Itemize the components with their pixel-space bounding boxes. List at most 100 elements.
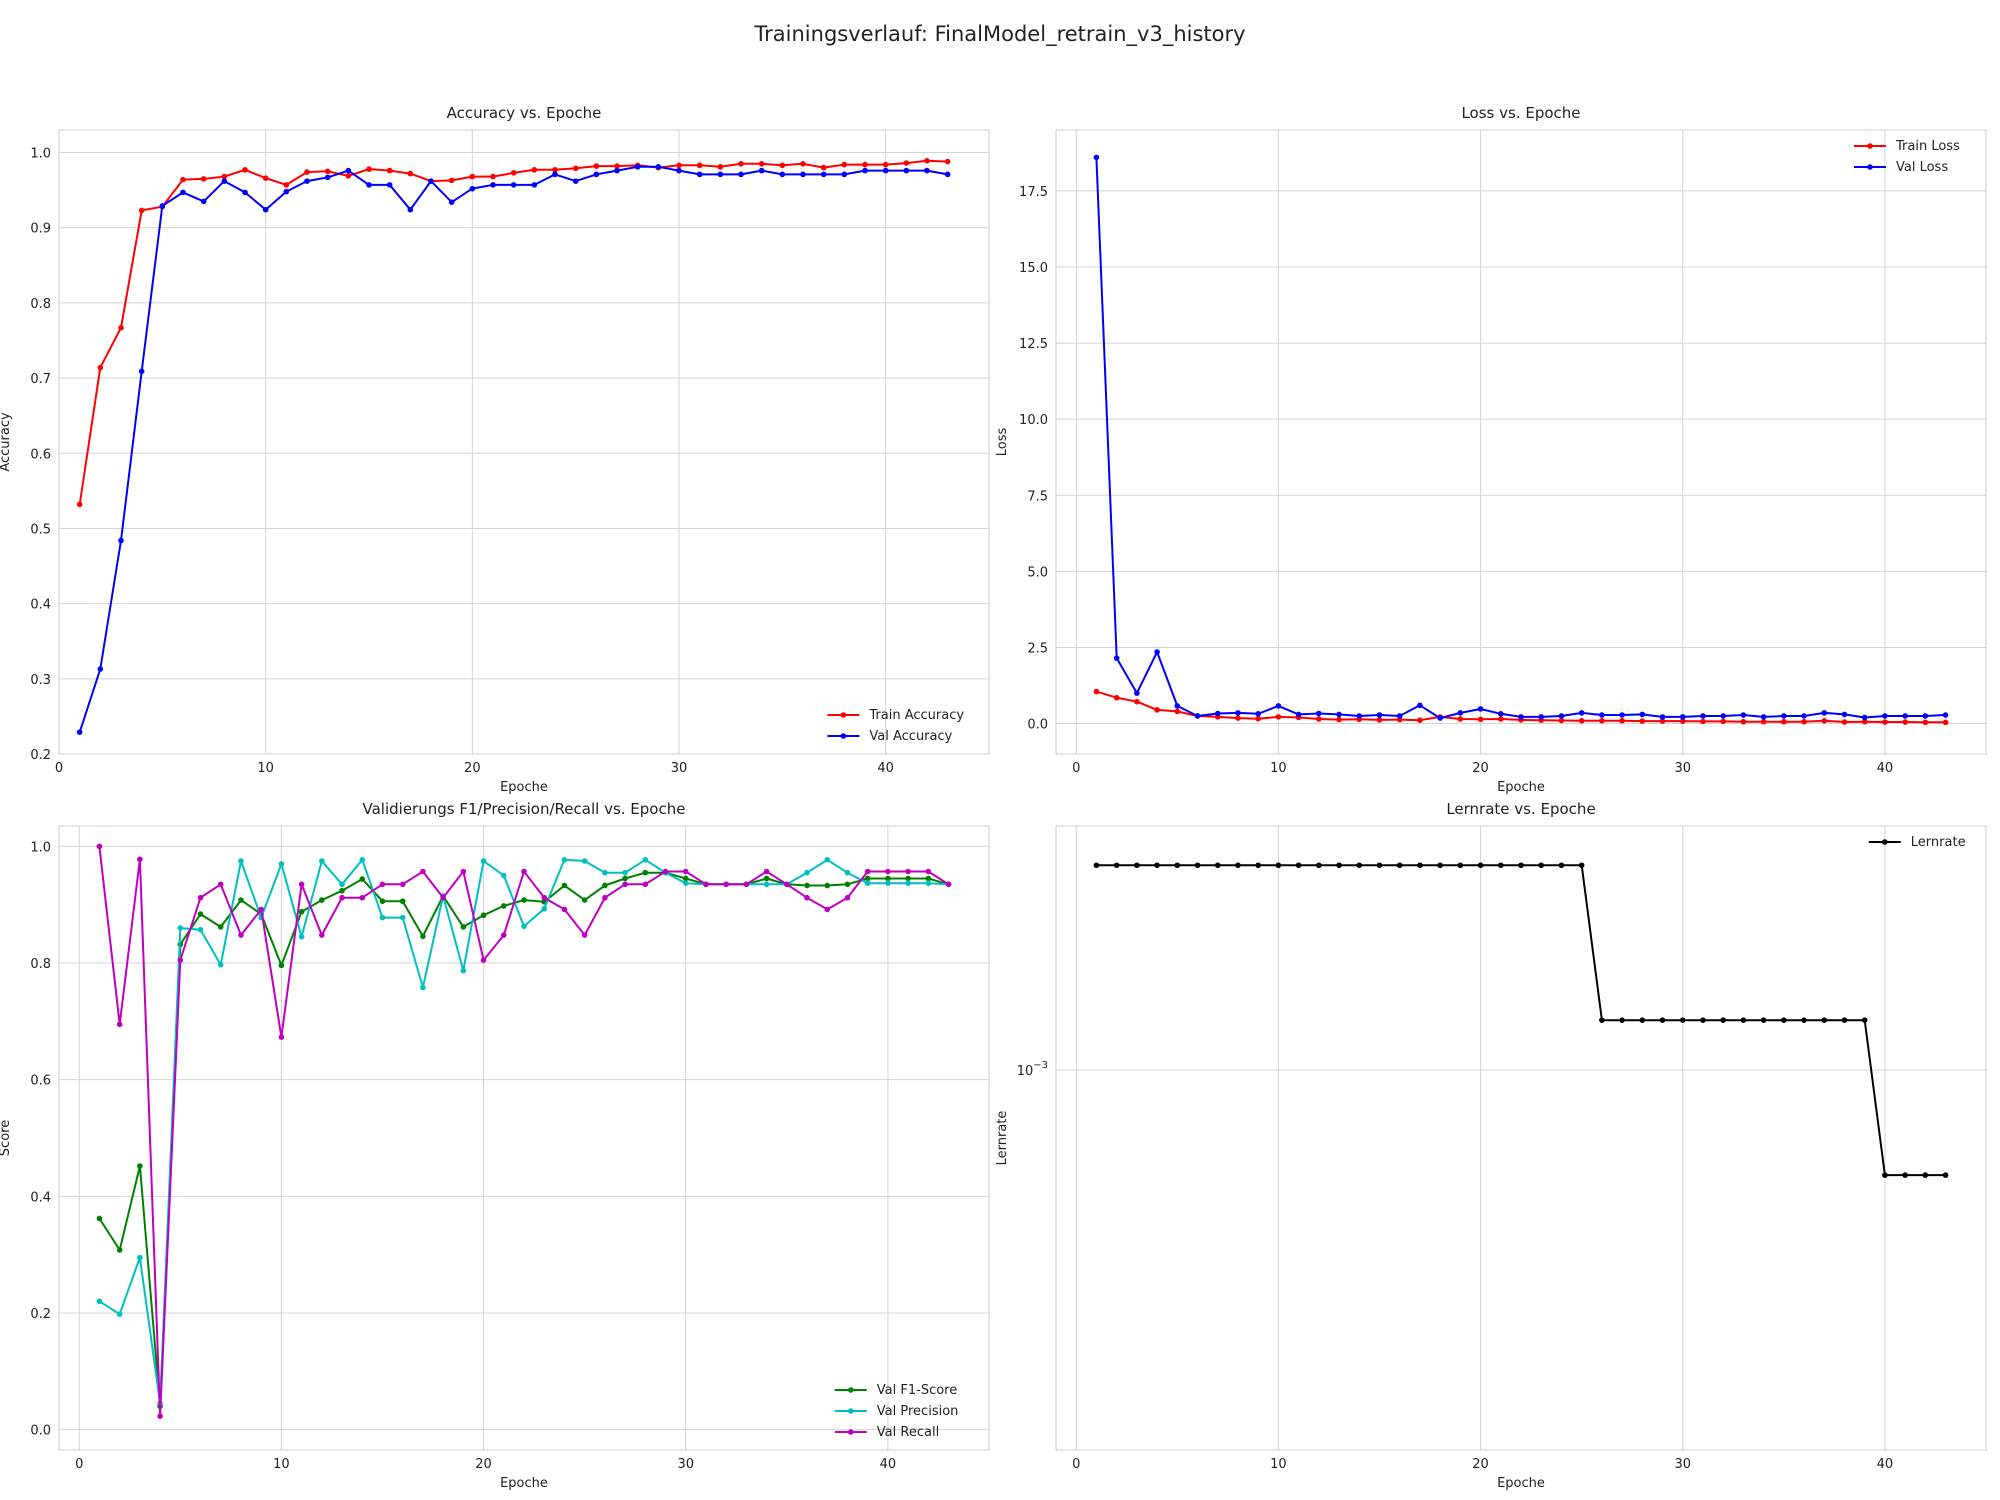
data-point bbox=[1760, 1017, 1767, 1023]
loss-x-axis-label: Epoche bbox=[1497, 780, 1545, 795]
data-point bbox=[1538, 862, 1545, 869]
data-point bbox=[448, 199, 455, 205]
acc-axes bbox=[58, 129, 990, 755]
data-point bbox=[602, 869, 608, 876]
data-point bbox=[885, 880, 891, 886]
data-point bbox=[642, 881, 649, 888]
data-point bbox=[1882, 719, 1888, 725]
y-tick-label: 0.8 bbox=[30, 297, 51, 312]
data-point bbox=[676, 162, 682, 169]
data-point bbox=[1902, 1172, 1908, 1178]
data-point bbox=[676, 167, 682, 174]
data-point bbox=[138, 368, 145, 375]
data-point bbox=[420, 984, 426, 991]
data-point bbox=[905, 880, 911, 886]
data-point bbox=[924, 167, 930, 174]
data-point bbox=[784, 881, 790, 888]
data-point bbox=[500, 872, 507, 879]
data-point bbox=[1861, 1017, 1868, 1023]
data-point bbox=[1882, 1172, 1888, 1178]
data-point bbox=[1295, 862, 1302, 869]
data-point bbox=[480, 858, 487, 864]
data-point bbox=[238, 897, 244, 903]
legend-marker bbox=[1867, 164, 1873, 170]
data-point bbox=[399, 881, 406, 888]
x-tick-label: 30 bbox=[677, 1457, 694, 1472]
data-point bbox=[319, 897, 325, 903]
data-point bbox=[862, 167, 868, 174]
y-tick-label: 1.0 bbox=[30, 147, 51, 162]
legend-label: Lernrate bbox=[1911, 835, 1966, 850]
y-tick-label: 0.2 bbox=[30, 1307, 51, 1322]
data-point bbox=[480, 957, 487, 963]
f1-frame bbox=[58, 825, 990, 1451]
data-point bbox=[1841, 719, 1848, 725]
data-point bbox=[1497, 716, 1504, 722]
x-tick-label: 40 bbox=[877, 761, 894, 776]
loss-title: Loss vs. Epoche bbox=[1461, 104, 1580, 122]
data-point bbox=[197, 927, 204, 933]
data-point bbox=[779, 171, 786, 178]
data-point bbox=[1174, 708, 1181, 715]
data-point bbox=[1134, 690, 1140, 696]
data-point bbox=[366, 182, 372, 188]
data-point bbox=[841, 161, 848, 168]
data-point bbox=[1477, 862, 1484, 869]
data-point bbox=[1781, 713, 1787, 719]
data-point bbox=[137, 1163, 143, 1169]
data-point bbox=[561, 906, 568, 913]
data-point bbox=[696, 171, 703, 178]
data-point bbox=[1316, 862, 1322, 869]
data-point bbox=[841, 171, 848, 178]
data-point bbox=[885, 875, 891, 882]
data-point bbox=[581, 897, 588, 903]
data-point bbox=[440, 894, 446, 901]
data-point bbox=[283, 188, 290, 195]
data-point bbox=[1821, 718, 1828, 724]
data-point bbox=[763, 875, 770, 882]
data-point bbox=[200, 198, 207, 205]
data-point bbox=[1497, 862, 1504, 869]
data-point bbox=[1922, 1172, 1929, 1178]
data-point bbox=[420, 868, 426, 875]
data-point bbox=[197, 894, 204, 901]
y-tick-label: 0.0 bbox=[30, 1424, 51, 1439]
data-point bbox=[1417, 717, 1423, 724]
data-point bbox=[1639, 1017, 1646, 1023]
data-point bbox=[1477, 706, 1484, 712]
data-point bbox=[490, 173, 496, 180]
data-point bbox=[1922, 713, 1929, 719]
data-point bbox=[1316, 716, 1322, 722]
data-point bbox=[379, 914, 386, 921]
legend-marker bbox=[1867, 143, 1873, 149]
data-point bbox=[386, 167, 393, 174]
data-point bbox=[925, 868, 932, 875]
lr-axes bbox=[1055, 825, 1987, 1451]
data-point bbox=[1801, 718, 1807, 725]
data-point bbox=[945, 881, 952, 888]
data-point bbox=[1336, 711, 1342, 718]
x-tick-label: 10 bbox=[273, 1457, 290, 1472]
data-point bbox=[1599, 718, 1605, 724]
series-line bbox=[1096, 864, 1946, 1177]
data-point bbox=[345, 173, 352, 179]
data-point bbox=[1113, 862, 1120, 869]
data-point bbox=[304, 169, 310, 175]
data-point bbox=[925, 875, 932, 882]
data-point bbox=[1578, 710, 1585, 716]
legend-label: Val Loss bbox=[1896, 160, 1948, 175]
legend-marker bbox=[1882, 839, 1888, 845]
data-point bbox=[1760, 714, 1767, 720]
y-tick-label: 0.0 bbox=[1027, 718, 1048, 733]
data-point bbox=[298, 881, 305, 888]
data-point bbox=[157, 1413, 163, 1419]
data-point bbox=[602, 894, 608, 901]
series-line bbox=[98, 871, 949, 1408]
data-point bbox=[743, 881, 750, 888]
data-point bbox=[137, 1254, 143, 1261]
data-point bbox=[824, 857, 831, 863]
data-point bbox=[1174, 703, 1181, 709]
x-tick-label: 30 bbox=[1674, 761, 1691, 776]
data-point bbox=[1417, 702, 1423, 709]
data-point bbox=[763, 881, 770, 888]
